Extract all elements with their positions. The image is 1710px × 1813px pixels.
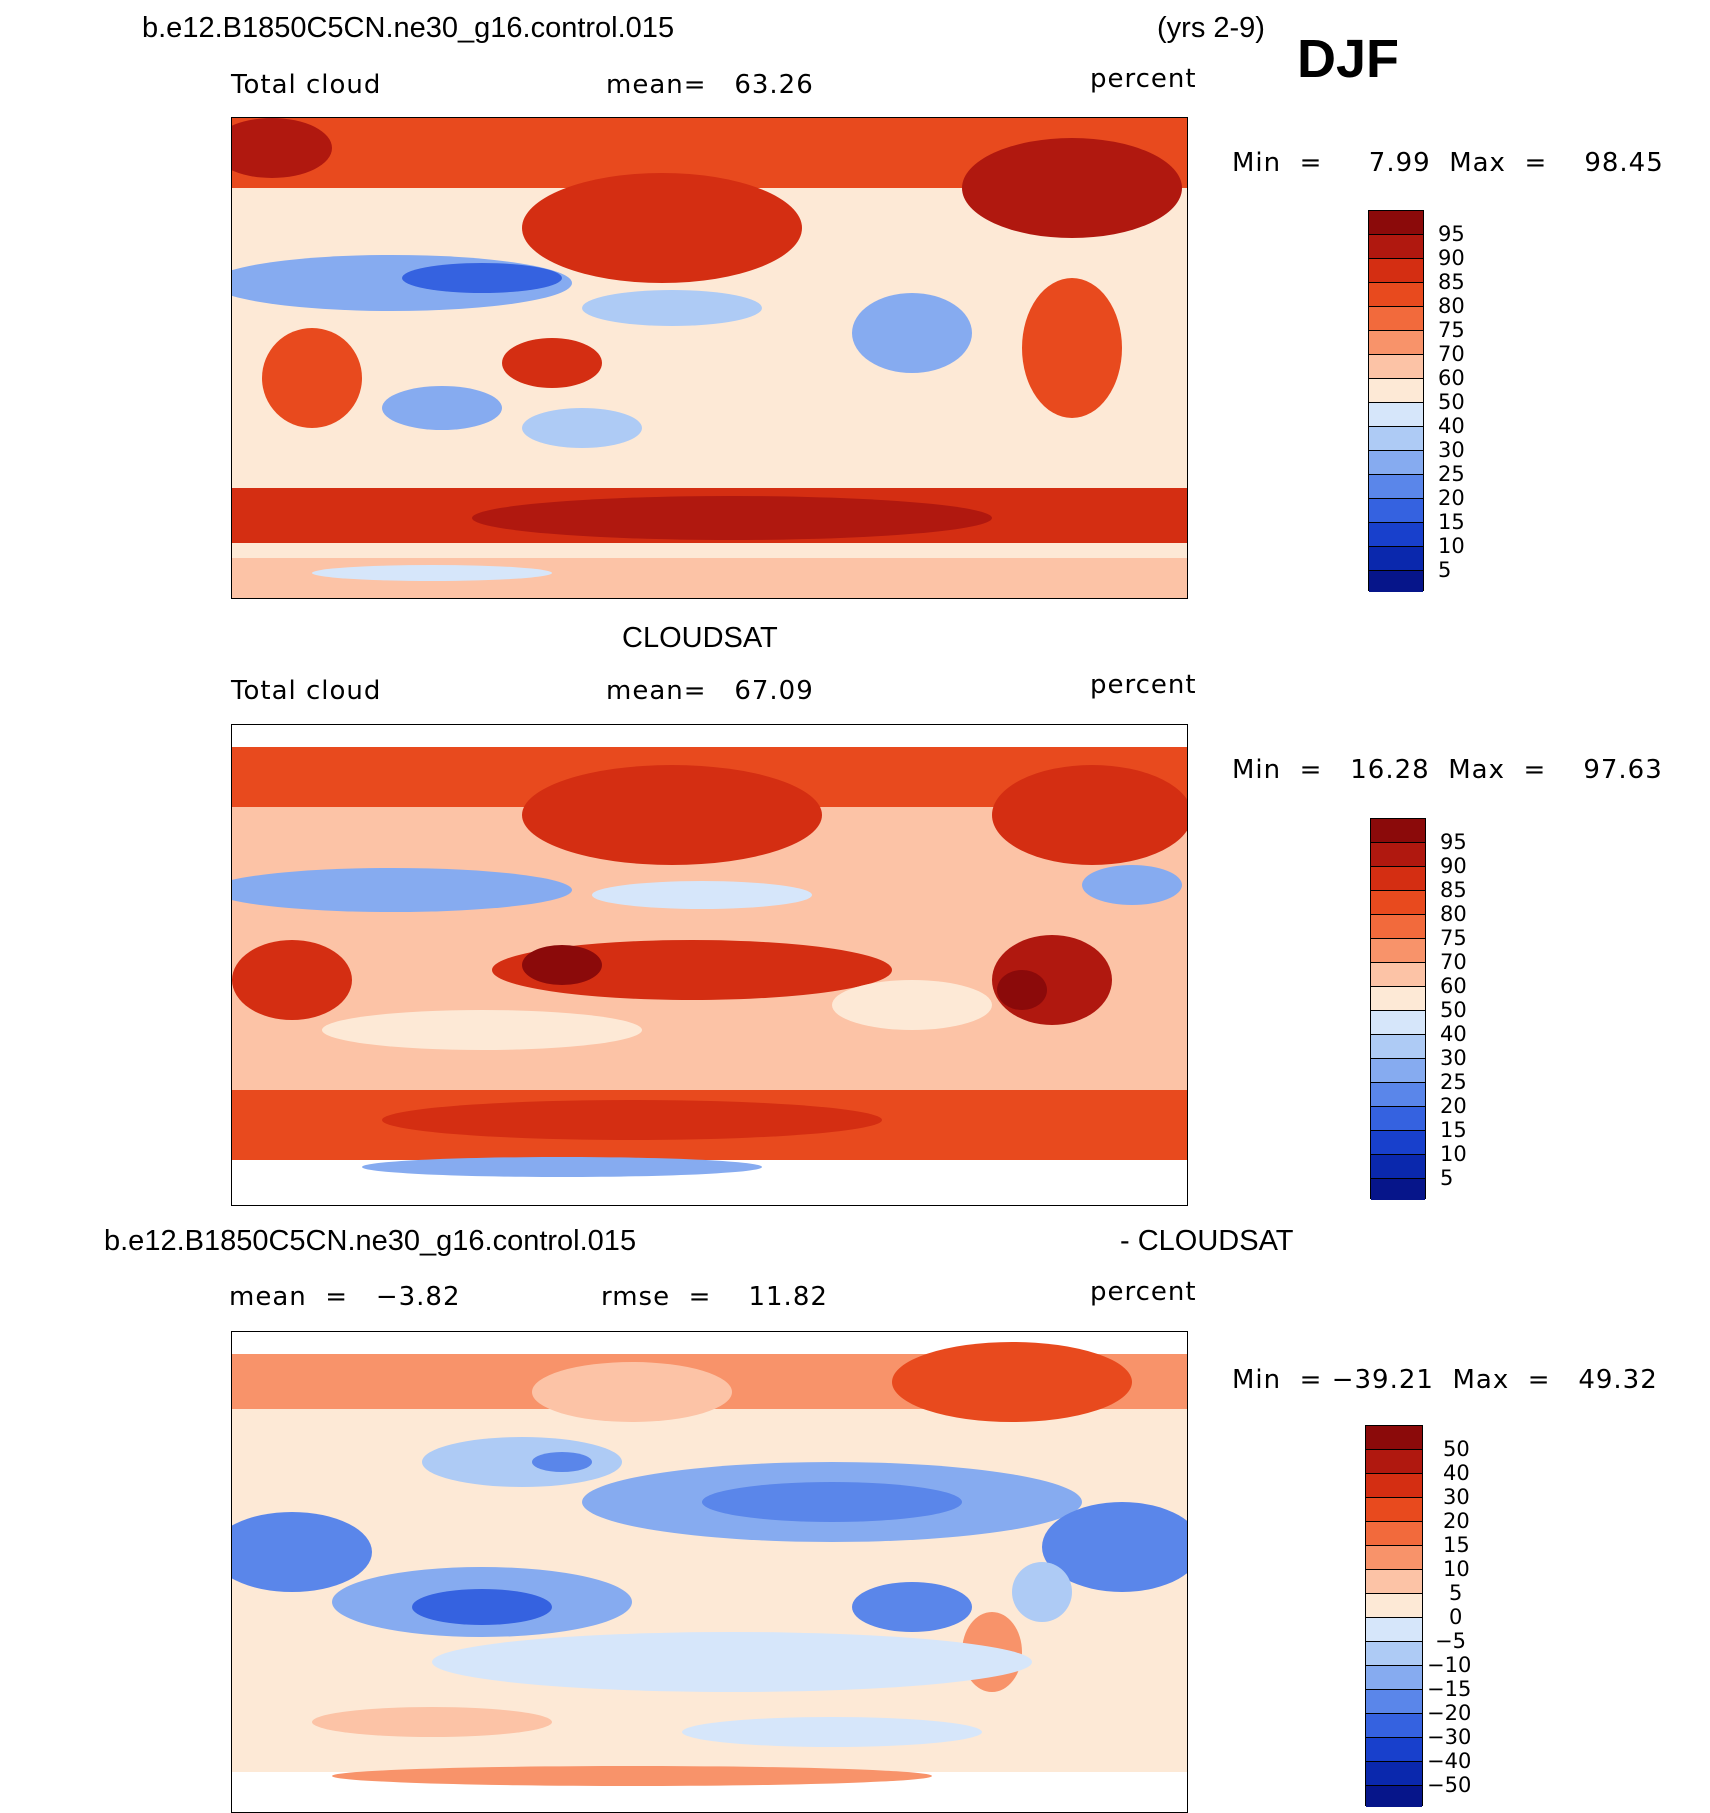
colorbar-label: 90 (1440, 854, 1467, 878)
colorbar-label: 15 (1443, 1533, 1470, 1557)
colorbar-label: 40 (1440, 1022, 1467, 1046)
colorbar-label: 30 (1443, 1485, 1470, 1509)
panel2-variable: Total cloud (231, 676, 382, 706)
case-title: b.e12.B1850C5CN.ne30_g16.control.015 (142, 12, 675, 44)
colorbar-label: 30 (1440, 1046, 1467, 1070)
colorbar-label: 20 (1438, 486, 1465, 510)
colorbar-label: 85 (1440, 878, 1467, 902)
panel1-colorbar: 95 90 85 80 75 70 60 50 40 30 25 20 15 1… (1368, 210, 1465, 592)
panel3-mean: mean = −3.82 (229, 1282, 461, 1312)
colorbar-label: 95 (1440, 830, 1467, 854)
colorbar-label: 90 (1438, 246, 1465, 270)
colorbar-label: 30 (1438, 438, 1465, 462)
panel2-map (231, 724, 1188, 1206)
panel1-mean: mean= 63.26 (606, 70, 814, 100)
colorbar-label: 75 (1438, 318, 1465, 342)
colorbar-label: −5 (1435, 1629, 1466, 1653)
colorbar-label: 95 (1438, 222, 1465, 246)
panel3-title-right: - CLOUDSAT (1120, 1225, 1294, 1257)
colorbar-label: 80 (1440, 902, 1467, 926)
panel3-minmax: Min = −39.21 Max = 49.32 (1232, 1365, 1658, 1395)
panel2-minmax: Min = 16.28 Max = 97.63 (1232, 755, 1663, 785)
colorbar-label: −50 (1427, 1773, 1472, 1797)
panel1-map (231, 117, 1188, 599)
colorbar-label: 40 (1438, 414, 1465, 438)
colorbar-label: 50 (1440, 998, 1467, 1022)
colorbar-label: −20 (1427, 1701, 1472, 1725)
colorbar-label: 0 (1449, 1605, 1463, 1629)
colorbar-label: 25 (1438, 462, 1465, 486)
colorbar-label: 15 (1438, 510, 1465, 534)
colorbar-label: −40 (1427, 1749, 1472, 1773)
panel3-title-left: b.e12.B1850C5CN.ne30_g16.control.015 (104, 1225, 637, 1257)
season-label: DJF (1297, 29, 1400, 89)
colorbar-label: 10 (1440, 1142, 1467, 1166)
colorbar-label: −15 (1427, 1677, 1472, 1701)
colorbar-label: 15 (1440, 1118, 1467, 1142)
panel2-field (232, 725, 1187, 1205)
colorbar-label: 40 (1443, 1461, 1470, 1485)
panel1-variable: Total cloud (231, 70, 382, 100)
colorbar-label: 25 (1440, 1070, 1467, 1094)
panel3-units: percent (1090, 1277, 1197, 1307)
colorbar-label: 20 (1443, 1509, 1470, 1533)
colorbar-label: 75 (1440, 926, 1467, 950)
colorbar-label: −30 (1427, 1725, 1472, 1749)
colorbar-label: 5 (1440, 1166, 1454, 1190)
panel3-field (232, 1332, 1187, 1812)
panel1-minmax: Min = 7.99 Max = 98.45 (1232, 148, 1664, 178)
years-label: (yrs 2-9) (1157, 12, 1265, 44)
colorbar-label: 10 (1443, 1557, 1470, 1581)
panel2-units: percent (1090, 670, 1197, 700)
panel3-colorbar: 50 40 30 20 15 10 5 0 −5 −10 −15 −20 −30… (1365, 1425, 1471, 1807)
panel2-mean: mean= 67.09 (606, 676, 814, 706)
colorbar-label: 5 (1438, 558, 1452, 582)
colorbar-label: 60 (1440, 974, 1467, 998)
colorbar-label: 70 (1438, 342, 1465, 366)
panel1-units: percent (1090, 64, 1197, 94)
panel3-rmse: rmse = 11.82 (601, 1282, 828, 1312)
colorbar-label: 10 (1438, 534, 1465, 558)
panel1-field (232, 118, 1187, 598)
colorbar-label: 70 (1440, 950, 1467, 974)
colorbar-label: 50 (1438, 390, 1465, 414)
panel2-title: CLOUDSAT (622, 622, 778, 654)
colorbar-label: 80 (1438, 294, 1465, 318)
colorbar-label: 85 (1438, 270, 1465, 294)
colorbar-label: 20 (1440, 1094, 1467, 1118)
colorbar-label: 5 (1449, 1581, 1463, 1605)
panel3-map (231, 1331, 1188, 1813)
colorbar-label: −10 (1427, 1653, 1472, 1677)
colorbar-label: 50 (1443, 1437, 1470, 1461)
panel2-colorbar: 95 90 85 80 75 70 60 50 40 30 25 20 15 1… (1370, 818, 1467, 1200)
colorbar-label: 60 (1438, 366, 1465, 390)
